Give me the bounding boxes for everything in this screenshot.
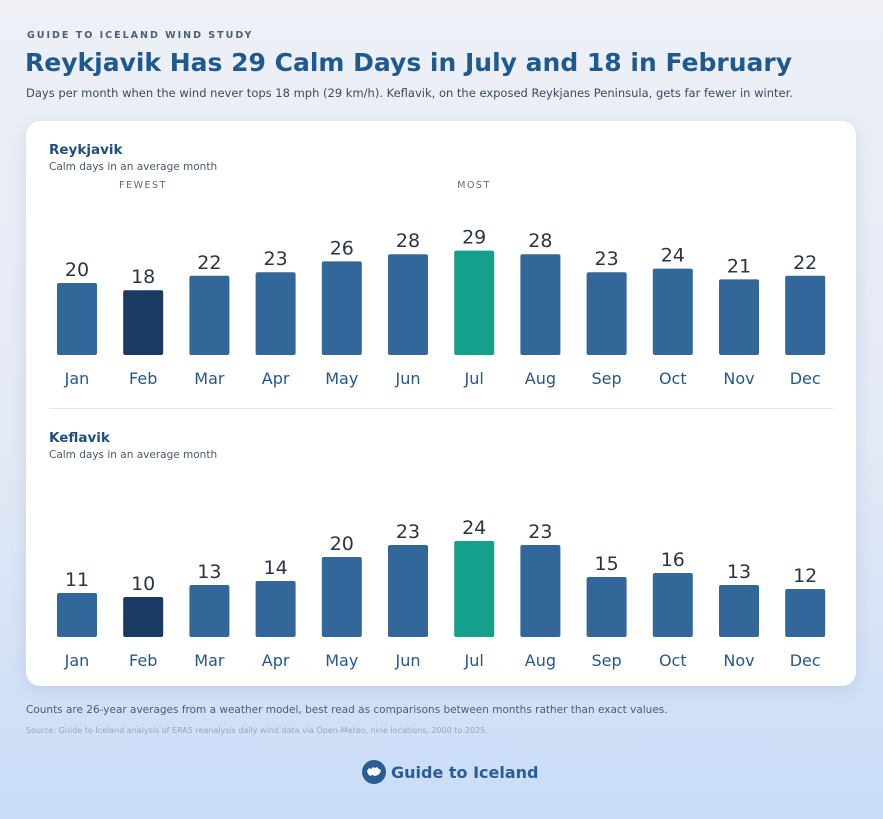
keflavik-bar-aug [520, 545, 561, 637]
panel-title-keflavik: Keflavik [49, 430, 110, 446]
keflavik-category-label-apr: Apr [262, 651, 290, 670]
keflavik-bar-oct [652, 573, 693, 637]
reykjavik-bar-jan [57, 283, 97, 355]
keflavik-value-label-oct: 16 [661, 549, 685, 571]
panel-divider [49, 408, 833, 409]
reykjavik-bar-may [321, 261, 362, 355]
reykjavik-value-label-may: 26 [330, 237, 354, 259]
reykjavik-category-label-jan: Jan [64, 369, 90, 388]
reykjavik-bar-jun [388, 254, 428, 355]
brand-name: Guide to Iceland [391, 762, 539, 782]
keflavik-category-label-feb: Feb [129, 651, 157, 670]
keflavik-value-label-apr: 14 [264, 557, 288, 579]
keflavik-bar-jan [57, 593, 97, 637]
keflavik-bar-jun [388, 545, 428, 637]
reykjavik-bar-dec [785, 275, 826, 355]
reykjavik-bar-apr [255, 272, 296, 355]
most-marker: MOST [457, 180, 491, 191]
reykjavik-category-label-apr: Apr [262, 369, 290, 388]
keflavik-value-label-dec: 12 [793, 565, 817, 587]
keflavik-bar-dec [785, 589, 826, 637]
keflavik-value-label-jul: 24 [462, 517, 486, 539]
footnote: Counts are 26-year averages from a weath… [26, 704, 668, 716]
keflavik-bar-feb [123, 597, 164, 637]
keflavik-category-label-aug: Aug [525, 651, 556, 670]
reykjavik-bar-aug [520, 254, 561, 355]
keflavik-value-label-aug: 23 [528, 521, 552, 543]
reykjavik-value-label-sep: 23 [595, 248, 619, 270]
keflavik-value-label-may: 20 [330, 533, 354, 555]
reykjavik-value-label-apr: 23 [264, 248, 288, 270]
keflavik-category-label-jun: Jun [395, 651, 421, 670]
reykjavik-bar-nov [719, 279, 759, 355]
keflavik-bar-mar [189, 585, 230, 637]
keflavik-bar-may [321, 557, 362, 637]
reykjavik-value-label-jun: 28 [396, 230, 420, 252]
reykjavik-category-label-oct: Oct [659, 369, 687, 388]
reykjavik-value-label-jan: 20 [65, 259, 89, 281]
reykjavik-bar-feb [123, 290, 164, 355]
reykjavik-category-label-nov: Nov [723, 369, 754, 388]
keflavik-bar-jul [454, 541, 495, 637]
keflavik-category-label-jul: Jul [464, 651, 484, 670]
keflavik-bar-sep [586, 577, 627, 637]
reykjavik-category-label-mar: Mar [194, 369, 225, 388]
reykjavik-bar-oct [652, 268, 693, 355]
reykjavik-bar-mar [189, 275, 230, 355]
keflavik-value-label-sep: 15 [595, 553, 619, 575]
reykjavik-value-label-oct: 24 [661, 245, 685, 267]
reykjavik-category-label-dec: Dec [790, 369, 821, 388]
reykjavik-value-label-jul: 29 [462, 227, 486, 249]
page-subtitle: Days per month when the wind never tops … [26, 86, 793, 100]
reykjavik-category-label-may: May [325, 369, 358, 388]
bar-charts: 20 Jan 18 Feb 22 Mar 23 Apr 26 May 28 Jun 29 Jul 28 Aug… [57, 227, 826, 670]
reykjavik-category-label-feb: Feb [129, 369, 157, 388]
panel-title-reykjavik: Reykjavik [49, 142, 123, 158]
reykjavik-value-label-feb: 18 [131, 266, 155, 288]
keflavik-category-label-oct: Oct [659, 651, 687, 670]
reykjavik-category-label-jun: Jun [395, 369, 421, 388]
page-title: Reykjavik Has 29 Calm Days in July and 1… [25, 48, 793, 77]
brand-logo: Guide to Iceland [362, 760, 539, 784]
source-note: Source: Guide to Iceland analysis of ERA… [26, 726, 488, 735]
chart-card: Reykjavik Calm days in an average month … [26, 121, 856, 686]
reykjavik-value-label-nov: 21 [727, 255, 751, 277]
keflavik-bar-nov [719, 585, 759, 637]
panel-subtitle-keflavik: Calm days in an average month [49, 449, 218, 461]
keflavik-value-label-mar: 13 [197, 561, 221, 583]
keflavik-value-label-nov: 13 [727, 561, 751, 583]
keflavik-category-label-jan: Jan [64, 651, 90, 670]
keflavik-value-label-jan: 11 [65, 569, 89, 591]
keflavik-category-label-sep: Sep [592, 651, 622, 670]
reykjavik-value-label-dec: 22 [793, 252, 817, 274]
keflavik-value-label-jun: 23 [396, 521, 420, 543]
keflavik-category-label-may: May [325, 651, 358, 670]
fewest-marker: FEWEST [119, 180, 167, 191]
reykjavik-value-label-mar: 22 [197, 252, 221, 274]
reykjavik-bar-sep [586, 272, 627, 355]
keflavik-value-label-feb: 10 [131, 573, 155, 595]
keflavik-bar-apr [255, 581, 296, 637]
reykjavik-category-label-jul: Jul [464, 369, 484, 388]
keflavik-category-label-dec: Dec [790, 651, 821, 670]
panel-subtitle-reykjavik: Calm days in an average month [49, 161, 218, 173]
reykjavik-value-label-aug: 28 [528, 230, 552, 252]
iceland-map-icon [362, 760, 386, 784]
reykjavik-category-label-sep: Sep [592, 369, 622, 388]
reykjavik-bar-jul [454, 250, 495, 355]
reykjavik-category-label-aug: Aug [525, 369, 556, 388]
keflavik-category-label-nov: Nov [723, 651, 754, 670]
keflavik-category-label-mar: Mar [194, 651, 225, 670]
kicker: GUIDE TO ICELAND WIND STUDY [27, 30, 254, 41]
